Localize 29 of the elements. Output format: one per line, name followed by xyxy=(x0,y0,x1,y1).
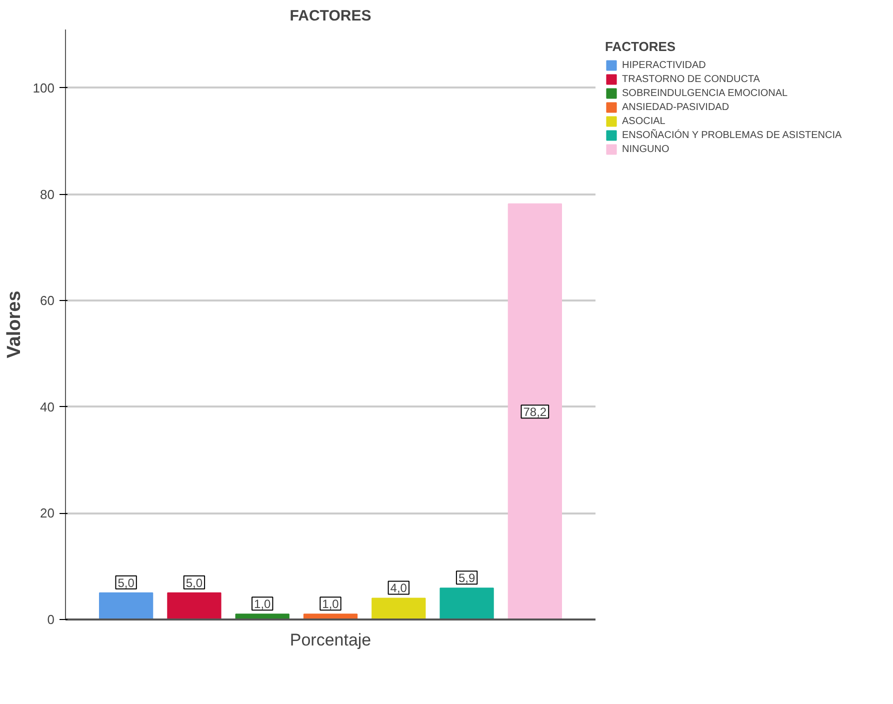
data-label: 1,0 xyxy=(322,597,340,612)
x-tick-label: Porcentaje xyxy=(290,630,372,650)
y-tick-label: 40 xyxy=(40,399,55,414)
y-tick-label: 100 xyxy=(32,80,55,96)
y-tick-label: 60 xyxy=(40,293,55,308)
legend-label: HIPERACTIVIDAD xyxy=(622,59,706,71)
data-label: 5,0 xyxy=(118,576,135,590)
bar xyxy=(508,203,562,620)
bar xyxy=(98,592,154,620)
legend-label: ANSIEDAD-PASIVIDAD xyxy=(622,101,730,113)
data-label: 5,9 xyxy=(458,571,476,586)
bar xyxy=(167,592,222,620)
y-tick-label: 80 xyxy=(40,186,55,202)
legend-title: FACTORES xyxy=(605,39,677,54)
y-axis-title: Valores xyxy=(4,290,25,358)
bar xyxy=(440,588,494,620)
y-tick-label: 0 xyxy=(47,612,55,627)
data-label: 1,0 xyxy=(254,597,272,612)
chart-title: FACTORES xyxy=(290,8,372,24)
legend-label: ASOCIAL xyxy=(622,115,666,127)
bar xyxy=(372,598,426,620)
legend-label: ENSOÑACIÓN Y PROBLEMAS DE ASISTENCIA xyxy=(622,129,842,141)
data-label: 5,0 xyxy=(186,576,203,590)
legend-label: TRASTORNO DE CONDUCTA xyxy=(622,73,760,85)
legend-label: NINGUNO xyxy=(622,143,670,155)
data-label: 4,0 xyxy=(390,581,408,596)
y-tick-label: 20 xyxy=(40,506,55,521)
legend-label: SOBREINDULGENCIA EMOCIONAL xyxy=(622,87,788,99)
data-label: 78,2 xyxy=(523,405,547,420)
